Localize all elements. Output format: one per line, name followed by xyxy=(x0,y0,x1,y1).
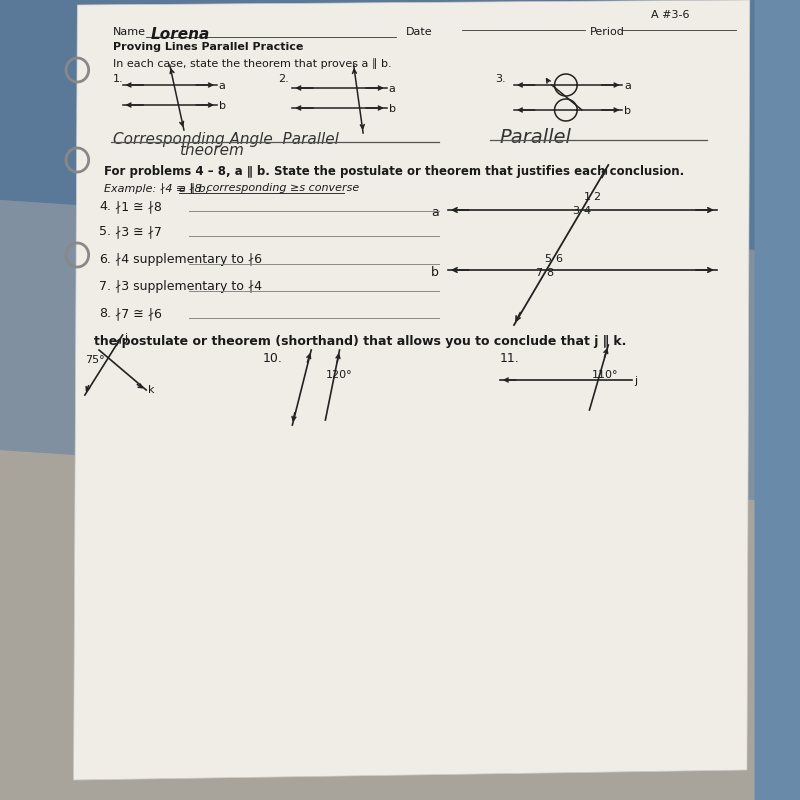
Text: Corresponding Angle  Parallel: Corresponding Angle Parallel xyxy=(113,132,339,147)
Text: corresponding ≥s converse: corresponding ≥s converse xyxy=(202,183,359,193)
Polygon shape xyxy=(0,200,754,500)
Text: j: j xyxy=(125,333,128,343)
Text: b: b xyxy=(219,101,226,111)
Text: 4.: 4. xyxy=(99,200,111,213)
Text: Parallel: Parallel xyxy=(500,128,572,147)
Text: k: k xyxy=(148,385,154,395)
Text: 4: 4 xyxy=(584,206,591,216)
Text: b: b xyxy=(624,106,631,116)
Text: the postulate or theorem (shorthand) that allows you to conclude that j ∥ k.: the postulate or theorem (shorthand) tha… xyxy=(94,335,626,348)
Text: a: a xyxy=(219,81,226,91)
Text: ∤3 supplementary to ∤4: ∤3 supplementary to ∤4 xyxy=(115,280,262,293)
Text: b: b xyxy=(389,104,395,114)
Text: 6.: 6. xyxy=(99,253,111,266)
Text: 8.: 8. xyxy=(99,307,111,320)
Text: ∤7 ≅ ∤6: ∤7 ≅ ∤6 xyxy=(115,307,162,320)
Text: ∤1 ≅ ∤8: ∤1 ≅ ∤8 xyxy=(115,200,162,213)
Text: ∤4 supplementary to ∤6: ∤4 supplementary to ∤6 xyxy=(115,253,262,266)
Polygon shape xyxy=(0,450,754,800)
Text: A #3-6: A #3-6 xyxy=(650,10,690,20)
Text: Name: Name xyxy=(113,27,146,37)
Text: 3: 3 xyxy=(572,206,579,216)
Text: 8: 8 xyxy=(546,268,554,278)
Text: 75°: 75° xyxy=(85,355,105,365)
Text: Lorena: Lorena xyxy=(151,27,210,42)
Text: j: j xyxy=(634,376,638,386)
Text: Period: Period xyxy=(590,27,624,37)
Text: 5: 5 xyxy=(545,254,551,264)
Text: 2.: 2. xyxy=(278,74,289,84)
Polygon shape xyxy=(0,0,754,250)
Text: 110°: 110° xyxy=(592,370,618,380)
Text: 6: 6 xyxy=(555,254,562,264)
Text: 7.: 7. xyxy=(99,280,111,293)
Text: ∤3 ≅ ∤7: ∤3 ≅ ∤7 xyxy=(115,225,162,238)
Polygon shape xyxy=(74,0,750,780)
Text: 11.: 11. xyxy=(500,352,520,365)
Text: a ∥ b;: a ∥ b; xyxy=(179,183,210,194)
Text: a: a xyxy=(624,81,631,91)
Text: theorem: theorem xyxy=(179,143,244,158)
Text: a: a xyxy=(389,84,395,94)
Text: Proving Lines Parallel Practice: Proving Lines Parallel Practice xyxy=(113,42,303,52)
Text: 7: 7 xyxy=(535,268,542,278)
Text: For problems 4 – 8, a ∥ b. State the postulate or theorem that justifies each co: For problems 4 – 8, a ∥ b. State the pos… xyxy=(104,165,684,178)
Text: 10.: 10. xyxy=(262,352,282,365)
Text: 120°: 120° xyxy=(326,370,352,380)
Text: Example: ∤4 ≅ ∤8: Example: ∤4 ≅ ∤8 xyxy=(104,183,208,194)
Text: 5.: 5. xyxy=(99,225,111,238)
Text: 1: 1 xyxy=(584,192,590,202)
Text: 2: 2 xyxy=(593,192,600,202)
Text: 1.: 1. xyxy=(113,74,124,84)
Text: b: b xyxy=(430,266,438,279)
Text: In each case, state the theorem that proves a ∥ b.: In each case, state the theorem that pro… xyxy=(113,58,392,69)
Text: 3.: 3. xyxy=(495,74,506,84)
Text: a: a xyxy=(431,206,438,219)
Text: Date: Date xyxy=(406,27,432,37)
